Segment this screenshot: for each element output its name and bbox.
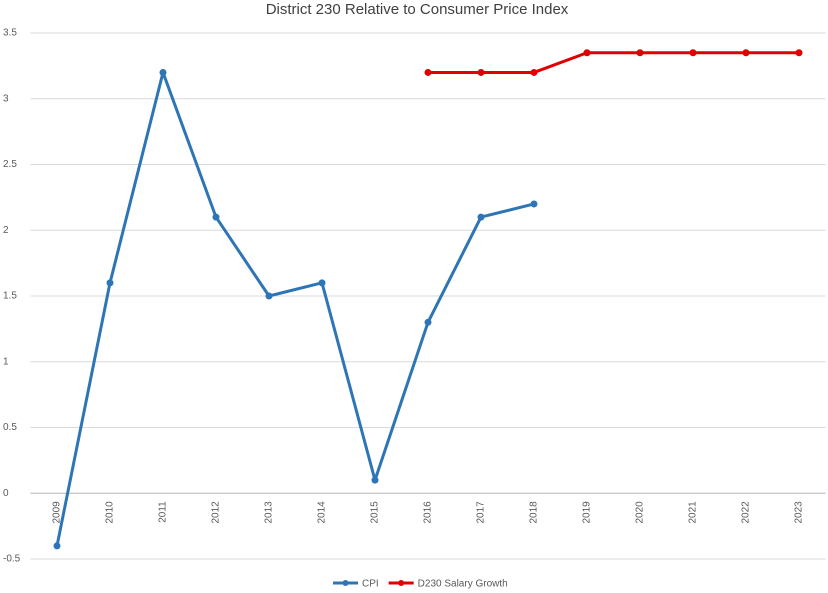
- y-tick-label: -0.5: [3, 554, 21, 565]
- data-point: [742, 49, 750, 57]
- data-point: [636, 49, 644, 57]
- x-tick-label: 2015: [370, 501, 381, 524]
- x-tick-label: 2021: [688, 501, 699, 524]
- data-point: [795, 49, 803, 57]
- y-tick-label: 0: [3, 488, 9, 499]
- data-point: [424, 68, 432, 76]
- y-tick-label: 1: [3, 356, 9, 367]
- series-line: [55, 70, 535, 547]
- x-tick-label: 2009: [52, 501, 63, 524]
- data-point: [106, 279, 114, 287]
- data-point: [212, 213, 220, 221]
- data-point: [530, 68, 538, 76]
- data-point: [265, 292, 273, 300]
- y-tick-label: 3.5: [3, 28, 17, 39]
- x-tick-label: 2011: [158, 501, 169, 523]
- x-tick-label: 2019: [582, 501, 593, 524]
- x-tick-label: 2022: [741, 501, 752, 524]
- legend-label: CPI: [362, 579, 379, 590]
- x-tick-label: 2020: [635, 501, 646, 524]
- x-tick-label: 2010: [105, 501, 116, 524]
- x-tick-label: 2017: [476, 501, 487, 524]
- data-point: [530, 200, 538, 208]
- legend-marker: [342, 580, 349, 586]
- data-point: [159, 68, 167, 76]
- y-tick-label: 3: [3, 93, 9, 104]
- x-tick-label: 2014: [317, 501, 328, 524]
- data-point: [318, 279, 326, 287]
- x-tick-label: 2023: [794, 501, 805, 524]
- y-tick-label: 1.5: [3, 291, 17, 302]
- data-point: [53, 542, 61, 550]
- x-tick-label: 2016: [423, 501, 434, 524]
- data-point: [477, 68, 485, 76]
- y-tick-label: 0.5: [3, 422, 17, 433]
- y-tick-label: 2: [3, 225, 9, 236]
- series-line: [428, 51, 799, 74]
- y-tick-label: 2.5: [3, 159, 17, 170]
- chart-title: District 230 Relative to Consumer Price …: [266, 1, 569, 18]
- x-tick-label: 2012: [211, 501, 222, 524]
- data-point: [583, 49, 591, 57]
- data-point: [689, 49, 697, 57]
- data-point: [477, 213, 485, 221]
- x-tick-label: 2018: [529, 501, 540, 524]
- legend-label: D230 Salary Growth: [418, 579, 508, 590]
- legend-marker: [398, 580, 405, 586]
- data-point: [371, 476, 379, 484]
- x-tick-label: 2013: [264, 501, 275, 524]
- data-point: [424, 318, 432, 326]
